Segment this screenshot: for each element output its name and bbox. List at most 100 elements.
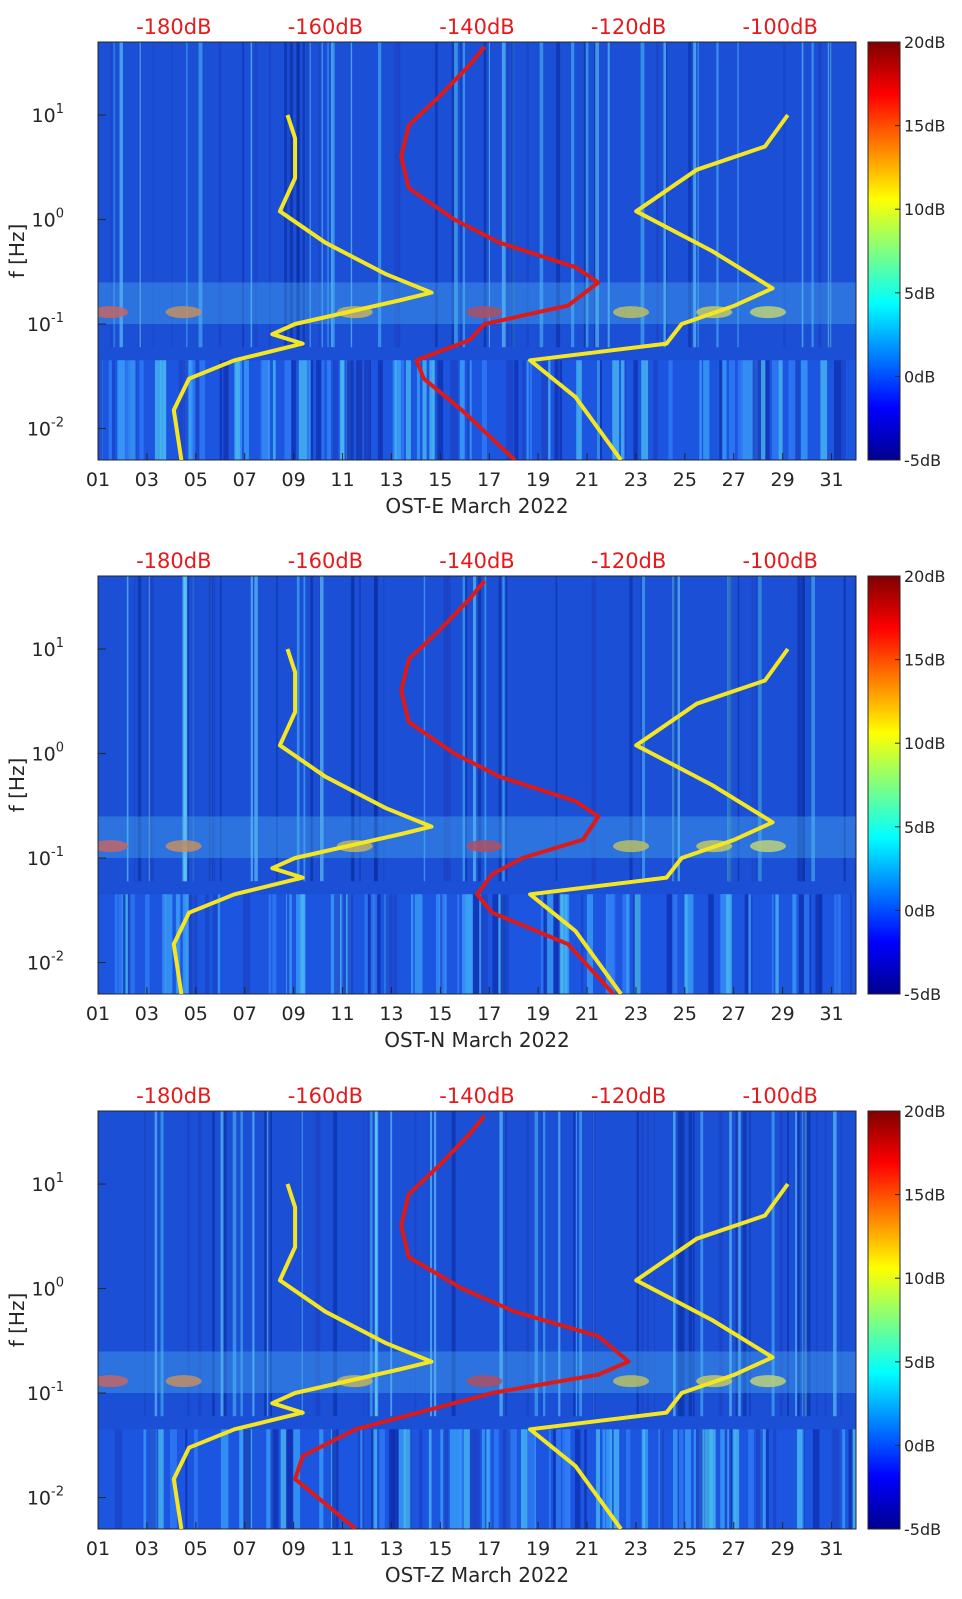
top-axis-label: -160dB — [288, 549, 363, 573]
y-axis-label: f [Hz] — [5, 224, 29, 279]
top-axis-label: -160dB — [288, 1084, 363, 1108]
x-tick-label: 01 — [86, 1538, 110, 1560]
top-axis-label: -100dB — [742, 1084, 817, 1108]
y-tick-label: 100 — [32, 1276, 64, 1301]
colorbar-label: -5dB — [904, 1520, 941, 1539]
x-tick-label: 11 — [330, 1538, 354, 1560]
top-axis-label: -180dB — [136, 1084, 211, 1108]
x-tick-label: 23 — [624, 1003, 648, 1025]
x-tick-label: 05 — [184, 469, 208, 491]
x-tick-label: 29 — [771, 469, 795, 491]
y-tick-label: 100 — [32, 207, 64, 232]
colorbar-label: 5dB — [904, 818, 935, 837]
x-tick-label: 31 — [819, 469, 843, 491]
x-axis-label: OST-N March 2022 — [384, 1028, 570, 1052]
x-tick-label: 13 — [379, 469, 403, 491]
x-tick-label: 03 — [135, 1538, 159, 1560]
colorbar — [867, 41, 901, 461]
noise-model-line-2 — [528, 113, 790, 460]
x-tick-label: 21 — [575, 1538, 599, 1560]
y-tick-label: 101 — [32, 636, 64, 661]
noise-model-line-3 — [293, 1114, 631, 1529]
colorbar-label: 10dB — [904, 1269, 946, 1288]
noise-model-line-2 — [528, 1182, 790, 1529]
top-axis-label: -160dB — [288, 15, 363, 39]
colorbar-label: 10dB — [904, 734, 946, 753]
noise-model-line-3 — [399, 45, 601, 460]
x-tick-label: 25 — [673, 1003, 697, 1025]
x-axis-label: OST-E March 2022 — [385, 494, 568, 518]
noise-model-line-1 — [171, 648, 434, 994]
x-tick-label: 27 — [722, 469, 746, 491]
x-tick-label: 23 — [624, 1538, 648, 1560]
noise-model-line-2 — [528, 647, 790, 994]
colorbar-label: 20dB — [904, 33, 946, 52]
x-tick-label: 25 — [673, 469, 697, 491]
x-tick-label: 27 — [722, 1003, 746, 1025]
x-tick-label: 13 — [379, 1538, 403, 1560]
x-tick-label: 31 — [819, 1003, 843, 1025]
y-tick-label: 100 — [32, 741, 64, 766]
x-tick-label: 11 — [330, 1003, 354, 1025]
top-axis-label: -140dB — [439, 1084, 514, 1108]
plot-frame — [97, 1110, 857, 1530]
x-tick-label: 19 — [526, 469, 550, 491]
x-tick-label: 03 — [135, 469, 159, 491]
colorbar — [867, 1110, 901, 1530]
top-axis-label: -180dB — [136, 15, 211, 39]
x-tick-label: 17 — [477, 1003, 501, 1025]
top-axis-label: -120dB — [591, 549, 666, 573]
x-tick-label: 25 — [673, 1538, 697, 1560]
x-tick-label: 15 — [428, 1538, 452, 1560]
x-tick-label: 27 — [722, 1538, 746, 1560]
spectrogram-panel-1: 01 03 05 07 09 11 13 15 17 19 21 23 25 27 29 31 OST-E Ma… — [5, 15, 946, 518]
x-tick-label: 09 — [282, 1538, 306, 1560]
plot-frame — [97, 575, 857, 995]
x-tick-label: 11 — [330, 469, 354, 491]
y-tick-label: 10-1 — [27, 1380, 64, 1405]
colorbar-label: 5dB — [904, 284, 935, 303]
spectrogram-image — [98, 1111, 856, 1529]
x-tick-label: 21 — [575, 1003, 599, 1025]
colorbar-label: 0dB — [904, 1436, 935, 1455]
top-axis-label: -180dB — [136, 549, 211, 573]
y-tick-label: 10-1 — [27, 845, 64, 870]
x-tick-label: 07 — [233, 1003, 257, 1025]
x-tick-label: 09 — [282, 1003, 306, 1025]
colorbar-label: 20dB — [904, 567, 946, 586]
x-tick-label: 01 — [86, 469, 110, 491]
y-tick-label: 10-2 — [27, 1485, 64, 1510]
noise-model-line-1 — [171, 1183, 434, 1529]
x-tick-label: 23 — [624, 469, 648, 491]
y-tick-label: 10-2 — [27, 950, 64, 975]
x-tick-label: 31 — [819, 1538, 843, 1560]
spectrogram-panel-3: 01 03 05 07 09 11 13 15 17 19 21 23 25 27 29 31 OST-Z Ma… — [5, 1084, 946, 1587]
x-tick-label: 01 — [86, 1003, 110, 1025]
colorbar-label: -5dB — [904, 451, 941, 470]
colorbar-label: 20dB — [904, 1102, 946, 1121]
top-axis-label: -140dB — [439, 15, 514, 39]
colorbar-label: 15dB — [904, 117, 946, 136]
x-axis-label: OST-Z March 2022 — [385, 1563, 569, 1587]
y-tick-label: 10-2 — [27, 416, 64, 441]
x-tick-label: 13 — [379, 1003, 403, 1025]
x-tick-label: 19 — [526, 1003, 550, 1025]
x-tick-label: 29 — [771, 1003, 795, 1025]
y-tick-label: 101 — [32, 1171, 64, 1196]
x-tick-label: 29 — [771, 1538, 795, 1560]
x-tick-label: 09 — [282, 469, 306, 491]
colorbar-label: 0dB — [904, 367, 935, 386]
y-axis-label: f [Hz] — [5, 1293, 29, 1348]
top-axis-label: -120dB — [591, 1084, 666, 1108]
colorbar-label: -5dB — [904, 985, 941, 1004]
spectrogram-panel-2: 01 03 05 07 09 11 13 15 17 19 21 23 25 27 29 31 OST-N Ma… — [5, 549, 946, 1052]
x-tick-label: 07 — [233, 469, 257, 491]
plot-frame — [97, 41, 857, 461]
noise-model-line-1 — [171, 114, 434, 460]
top-axis-label: -100dB — [742, 549, 817, 573]
x-tick-label: 05 — [184, 1003, 208, 1025]
x-tick-label: 05 — [184, 1538, 208, 1560]
colorbar — [867, 575, 901, 995]
spectrogram-image — [98, 576, 856, 994]
